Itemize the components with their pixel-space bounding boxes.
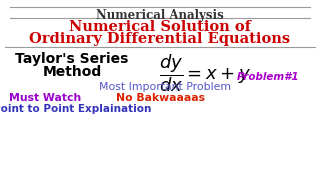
Text: Problem#1: Problem#1: [237, 72, 299, 82]
Text: $\dfrac{dy}{dx} = x + y$: $\dfrac{dy}{dx} = x + y$: [159, 52, 251, 94]
Text: Point to Point Explaination: Point to Point Explaination: [0, 104, 151, 114]
Text: No Bakwaaaas: No Bakwaaaas: [116, 93, 204, 103]
Text: Method: Method: [42, 65, 102, 79]
Text: Taylor's Series: Taylor's Series: [15, 52, 129, 66]
Text: Most Important Problem: Most Important Problem: [99, 82, 231, 92]
Text: Ordinary Differential Equations: Ordinary Differential Equations: [29, 32, 291, 46]
Text: Numerical Analysis: Numerical Analysis: [96, 9, 224, 22]
Text: Numerical Solution of: Numerical Solution of: [69, 20, 251, 34]
Text: Must Watch: Must Watch: [9, 93, 81, 103]
